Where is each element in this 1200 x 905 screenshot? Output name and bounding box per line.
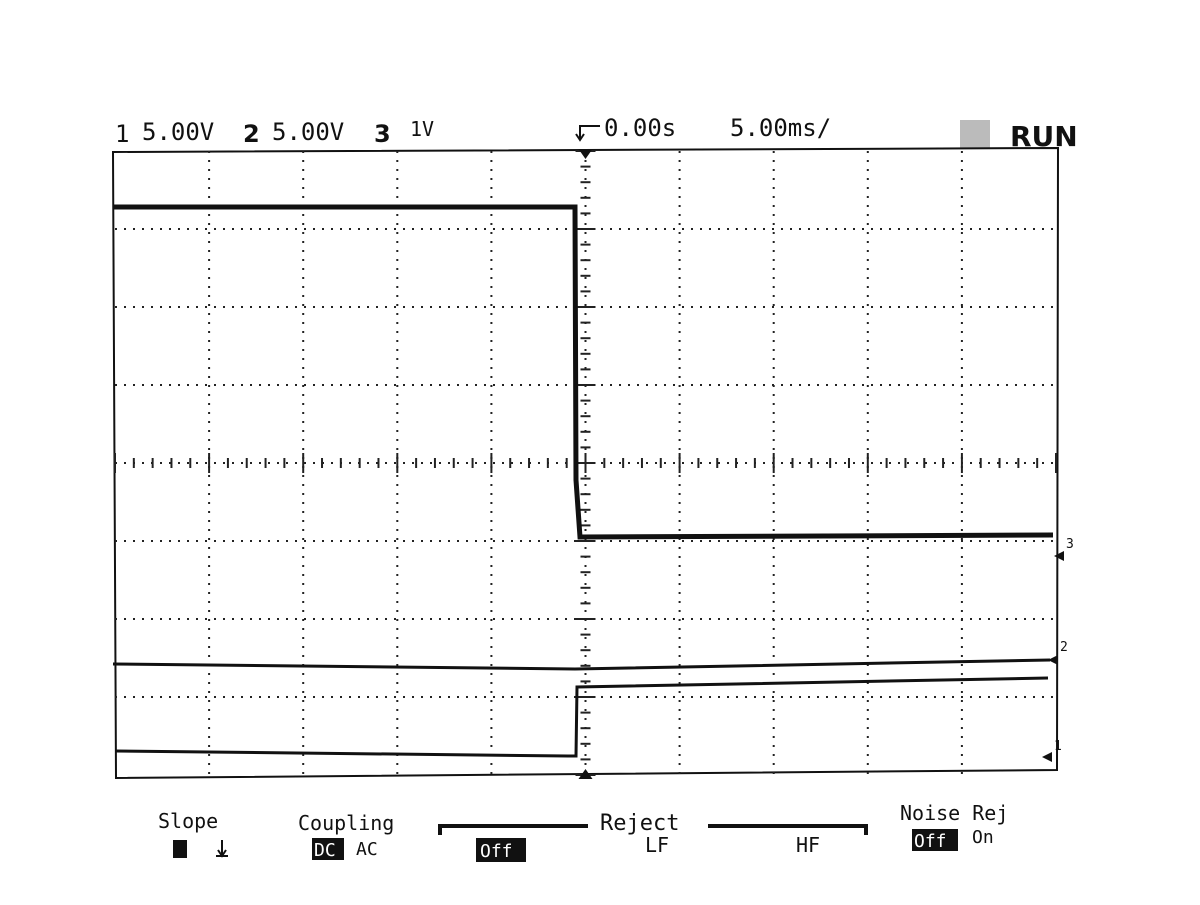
time-delay: 0.00s	[604, 114, 676, 142]
ch2-number: 2	[243, 120, 260, 148]
marker-arrow	[1042, 752, 1052, 762]
coupling-ac[interactable]: AC	[356, 839, 378, 860]
noise-rej-off[interactable]: Off	[914, 831, 947, 852]
time-base: 5.00ms/	[730, 114, 831, 142]
slope-rising-icon	[173, 840, 187, 858]
reject-off[interactable]: Off	[480, 841, 513, 862]
trigger-marker	[578, 149, 593, 159]
slope-label: Slope	[158, 809, 218, 833]
marker-label: 1	[1054, 739, 1062, 754]
coupling-label: Coupling	[298, 811, 394, 835]
reject-bracket	[438, 824, 868, 835]
marker-label: 2	[1060, 640, 1068, 655]
trace-2	[112, 658, 1051, 671]
marker-label: 3	[1066, 537, 1074, 552]
graticule	[114, 149, 1057, 779]
graticule-frame	[111, 146, 1060, 780]
trace-3	[113, 204, 1054, 540]
noise-rej-on[interactable]: On	[972, 827, 994, 848]
noise-rej-label: Noise Rej	[900, 801, 1008, 825]
ch3-scale: 1V	[410, 117, 434, 141]
option-selected[interactable]	[912, 829, 958, 851]
acq-icon	[960, 120, 990, 148]
ch3-number: 3	[374, 120, 391, 148]
coupling-dc[interactable]: DC	[314, 840, 336, 861]
slope-falling-icon	[216, 840, 228, 858]
ch2-scale: 5.00V	[272, 118, 344, 146]
trigger-icon	[575, 125, 600, 142]
trace-1	[115, 676, 1049, 758]
reject-lf[interactable]: LF	[645, 833, 669, 857]
reject-label: Reject	[600, 811, 679, 836]
ch1-number: 1	[115, 120, 129, 148]
marker-arrow	[1054, 551, 1064, 561]
trigger-marker	[578, 769, 593, 779]
option-selected[interactable]	[312, 838, 344, 860]
option-selected[interactable]	[476, 838, 526, 862]
reject-hf[interactable]: HF	[796, 833, 820, 857]
ch1-scale: 5.00V	[142, 118, 214, 146]
marker-arrow	[1048, 655, 1058, 665]
